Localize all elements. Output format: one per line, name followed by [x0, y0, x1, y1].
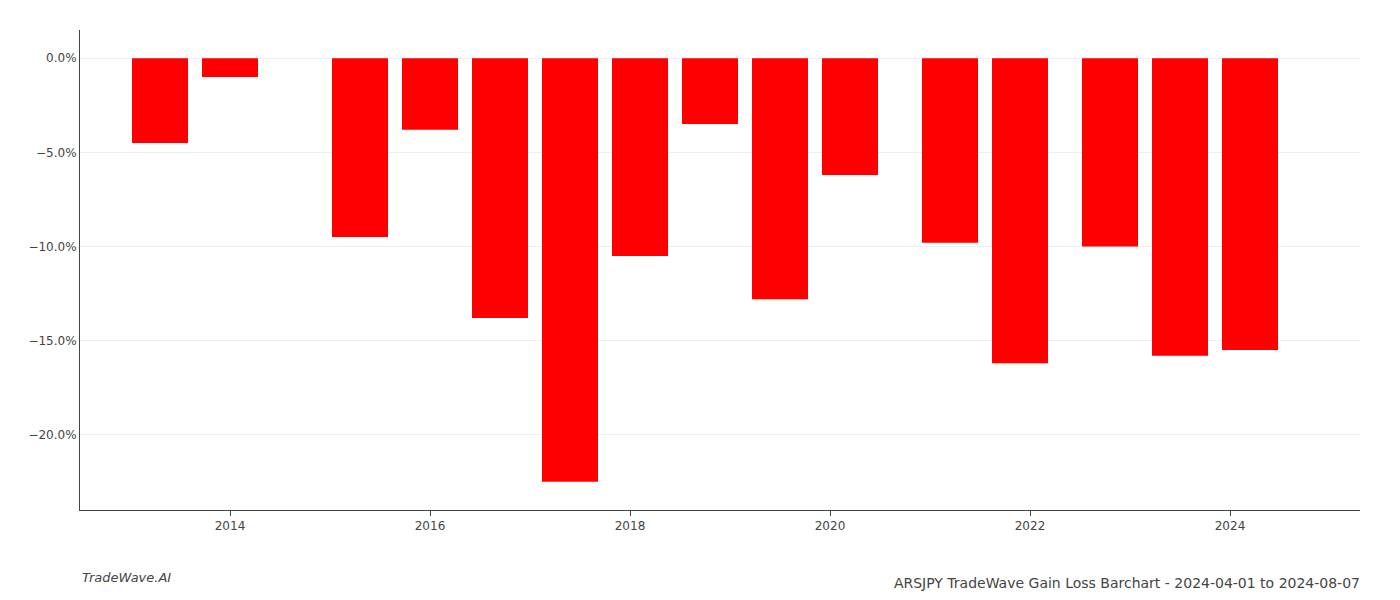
- svg-text:0.0%: 0.0%: [46, 51, 77, 65]
- svg-text:ARSJPY TradeWave Gain Loss Bar: ARSJPY TradeWave Gain Loss Barchart - 20…: [894, 575, 1360, 591]
- svg-text:2016: 2016: [415, 519, 446, 533]
- svg-text:2018: 2018: [615, 519, 646, 533]
- svg-text:2022: 2022: [1015, 519, 1046, 533]
- svg-text:TradeWave.AI: TradeWave.AI: [82, 570, 171, 585]
- svg-text:−5.0%: −5.0%: [36, 146, 77, 160]
- svg-text:2014: 2014: [215, 519, 246, 533]
- svg-text:−20.0%: −20.0%: [28, 428, 76, 442]
- svg-text:−15.0%: −15.0%: [28, 334, 76, 348]
- svg-text:−10.0%: −10.0%: [28, 240, 76, 254]
- svg-text:2020: 2020: [815, 519, 846, 533]
- svg-text:2024: 2024: [1215, 519, 1246, 533]
